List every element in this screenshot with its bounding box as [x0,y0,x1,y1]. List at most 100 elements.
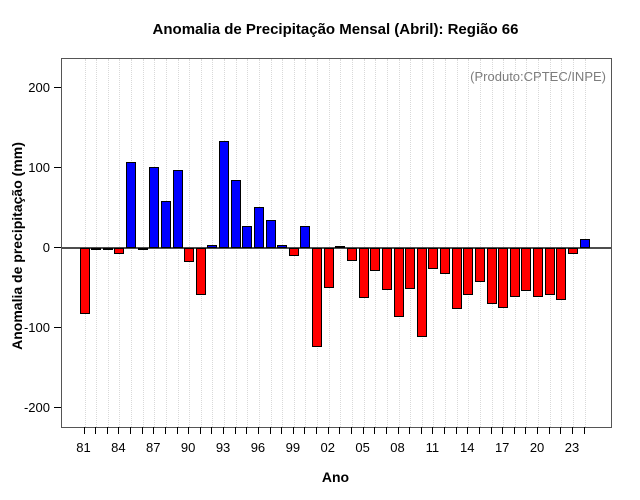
x-axis-title: Ano [321,469,350,485]
gridline-23 [572,59,574,427]
x-tick-85 [130,427,132,434]
bar-87 [149,167,160,248]
x-tick-11 [432,427,434,434]
x-tick-label-11: 11 [425,440,440,455]
gridline-99 [293,59,295,427]
bar-93 [219,140,230,248]
bar-18 [509,248,520,297]
x-tick-18 [513,427,515,434]
source-annotation: (Produto:CPTEC/INPE) [470,69,606,84]
x-tick-01 [316,427,318,434]
bar-86 [137,248,148,251]
bar-08 [393,248,404,317]
gridline-13 [456,59,458,427]
gridline-14 [468,59,470,427]
bar-21 [544,248,555,296]
bar-12 [440,248,451,274]
bar-90 [184,248,195,263]
x-tick-87 [153,427,155,434]
x-tick-03 [339,427,341,434]
bar-13 [451,248,462,309]
y-tick--200 [54,407,61,408]
bar-11 [428,248,439,269]
x-tick-label-87: 87 [146,440,161,455]
x-tick-90 [188,427,190,434]
gridline-21 [549,59,551,427]
x-tick-label-14: 14 [460,440,475,455]
x-tick-94 [234,427,236,434]
x-tick-04 [350,427,352,434]
gridline-07 [386,59,388,427]
gridline-03 [340,59,342,427]
x-tick-06 [374,427,376,434]
gridline-16 [491,59,493,427]
bar-83 [102,248,113,250]
bar-16 [486,248,497,304]
gridline-12 [445,59,447,427]
x-tick-label-84: 84 [111,440,126,455]
bar-02 [323,248,334,288]
gridline-91 [200,59,202,427]
x-tick-09 [409,427,411,434]
bar-20 [533,248,544,297]
gridline-05 [363,59,365,427]
bar-00 [300,225,311,248]
gridline-84 [119,59,121,427]
gridline-98 [282,59,284,427]
x-tick-17 [502,427,504,434]
x-tick-label-17: 17 [494,440,510,455]
bar-88 [160,200,171,248]
bar-94 [230,180,241,248]
gridline-15 [479,59,481,427]
y-tick-200 [54,87,61,88]
bar-91 [195,248,206,296]
x-tick-14 [467,427,469,434]
bar-96 [253,207,264,248]
bar-85 [126,162,137,248]
x-tick-82 [95,427,97,434]
x-tick-02 [327,427,329,434]
y-tick-0 [54,247,61,248]
x-tick-label-20: 20 [529,440,545,455]
gridline-86 [142,59,144,427]
bar-81 [79,248,90,315]
x-tick-15 [478,427,480,434]
x-tick-84 [118,427,120,434]
bar-10 [416,248,427,337]
bar-24 [579,239,590,248]
x-tick-13 [455,427,457,434]
x-tick-05 [362,427,364,434]
bar-09 [405,248,416,289]
x-tick-16 [490,427,492,434]
x-tick-20 [537,427,539,434]
bar-23 [567,248,578,254]
gridline-11 [433,59,435,427]
gridline-04 [351,59,353,427]
y-tick-label-100: 100 [28,160,50,175]
y-tick-label-0: 0 [42,240,50,255]
x-tick-label-02: 02 [320,440,335,455]
x-tick-21 [548,427,550,434]
bar-22 [556,248,567,300]
x-tick-99 [292,427,294,434]
bar-95 [242,225,253,248]
x-tick-12 [444,427,446,434]
x-tick-83 [106,427,108,434]
x-tick-22 [560,427,562,434]
y-tick--100 [54,327,61,328]
x-tick-24 [583,427,585,434]
x-tick-label-08: 08 [390,440,405,455]
bar-17 [498,248,509,308]
x-tick-08 [397,427,399,434]
bar-92 [207,244,218,248]
bar-15 [474,248,485,283]
gridline-90 [189,59,191,427]
gridline-82 [96,59,98,427]
y-tick-label--100: -100 [23,320,50,335]
y-tick-label--200: -200 [23,400,50,415]
x-tick-label-90: 90 [180,440,196,455]
x-tick-19 [525,427,527,434]
gridline-02 [328,59,330,427]
bar-04 [346,248,357,261]
gridline-92 [212,59,214,427]
